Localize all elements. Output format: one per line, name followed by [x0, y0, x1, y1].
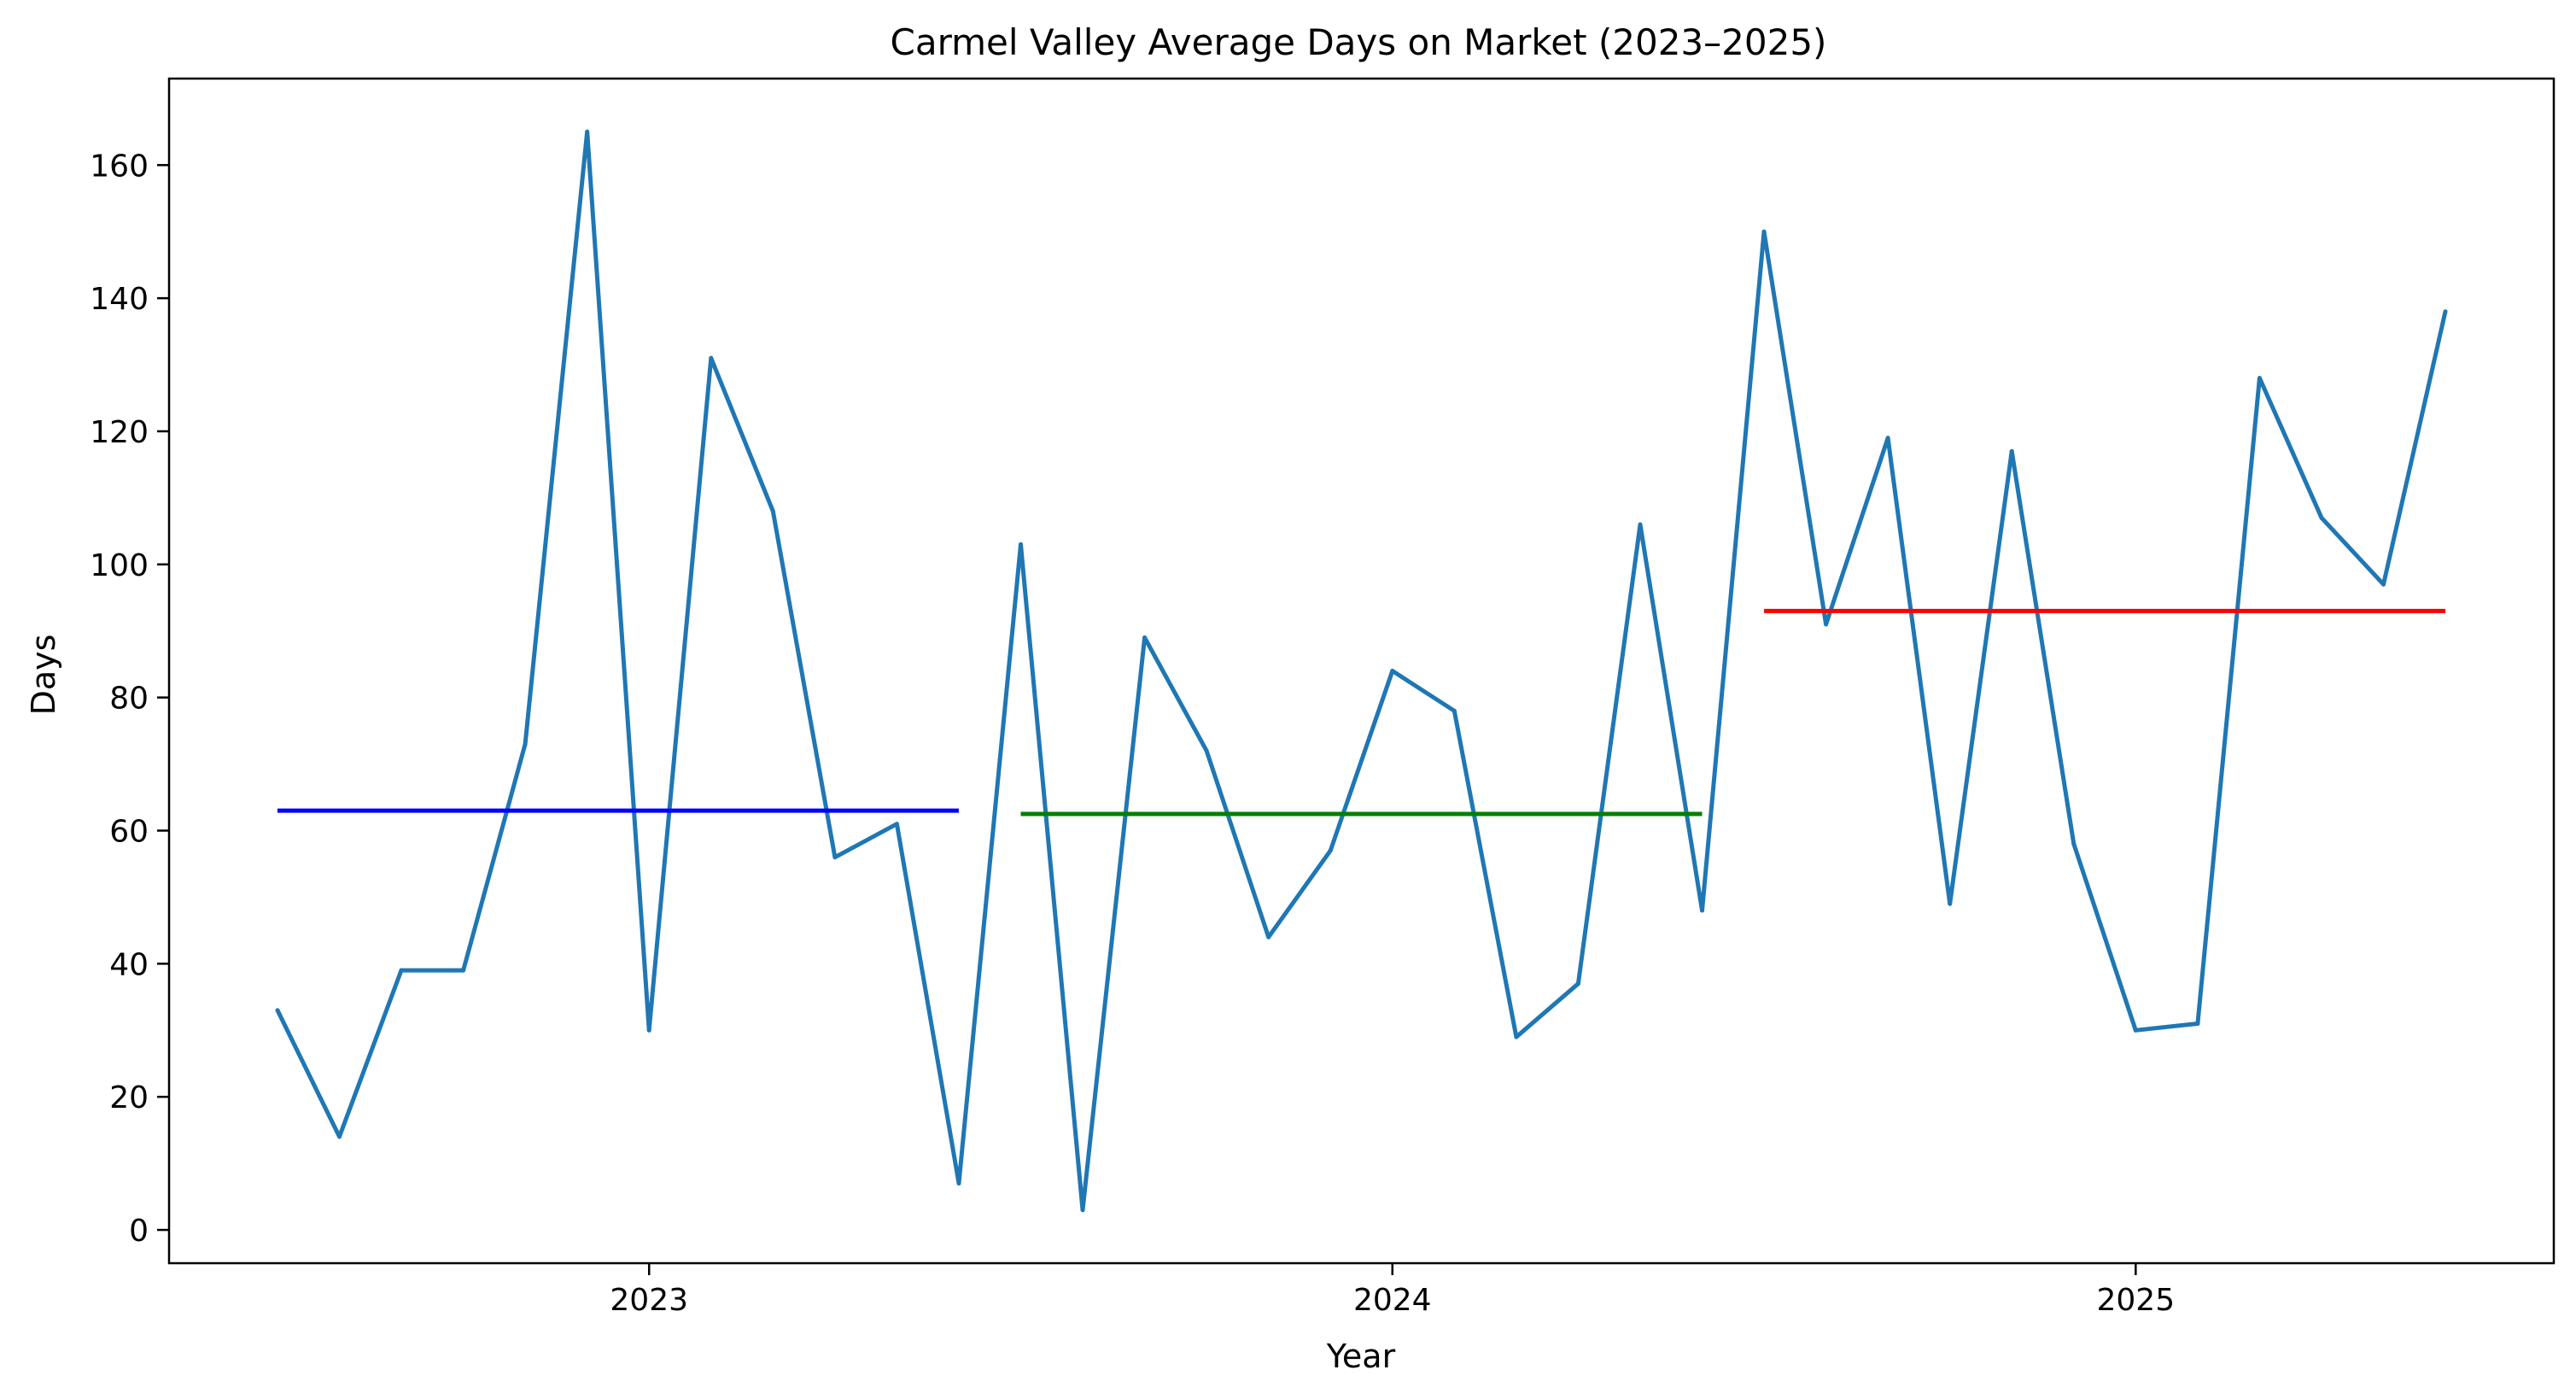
data-point [1019, 541, 1023, 547]
plot-frame [167, 77, 2556, 1265]
y-tick-label: 20 [109, 1080, 149, 1115]
data-point [709, 355, 714, 360]
data-point [1204, 748, 1209, 753]
x-tick-label: 2025 [2097, 1283, 2176, 1318]
x-axis: 2023 2024 2025 [610, 1263, 2175, 1318]
data-point [1575, 981, 1580, 986]
data-point [461, 968, 466, 973]
data-point [399, 968, 404, 973]
x-axis-label: Year [1326, 1338, 1396, 1375]
data-point [2319, 515, 2324, 520]
series-line-0 [275, 129, 2448, 1213]
data-point [1142, 635, 1148, 640]
data-point [1390, 669, 1395, 673]
y-tick-label: 100 [90, 548, 149, 583]
chart-title: Carmel Valley Average Days on Market (20… [891, 21, 1827, 63]
data-point [894, 822, 899, 827]
data-point [2133, 1027, 2138, 1033]
data-point [2071, 841, 2077, 846]
y-tick-label: 60 [109, 815, 149, 850]
data-point [1824, 622, 1829, 627]
y-tick-label: 40 [109, 947, 149, 982]
plot-area [275, 129, 2448, 1213]
data-point [770, 509, 775, 513]
data-point [1700, 908, 1704, 913]
data-point [2009, 448, 2014, 454]
y-tick-label: 120 [90, 415, 149, 450]
data-point [523, 741, 528, 746]
data-point [1885, 436, 1890, 441]
y-axis-label: Days [25, 635, 62, 716]
data-point [2195, 1021, 2200, 1026]
data-point [1266, 934, 1271, 939]
data-point [1328, 848, 1333, 853]
data-point [275, 1008, 280, 1013]
data-point [2257, 376, 2262, 381]
data-point [832, 855, 838, 860]
data-point [1638, 522, 1643, 527]
x-tick-label: 2024 [1353, 1283, 1432, 1318]
data-point [2381, 582, 2386, 587]
data-point [1080, 1208, 1085, 1213]
data-point [1452, 708, 1457, 713]
data-point [1948, 901, 1953, 906]
data-point [956, 1181, 961, 1185]
data-point [2443, 309, 2448, 314]
data-point [1514, 1034, 1519, 1039]
data-point [337, 1134, 342, 1139]
x-tick-label: 2023 [610, 1283, 688, 1318]
y-tick-label: 0 [129, 1214, 149, 1249]
y-tick-label: 80 [109, 682, 149, 717]
y-axis: 0 20 40 60 80 100 120 140 160 [90, 149, 169, 1249]
y-tick-label: 140 [90, 282, 149, 317]
y-tick-label: 160 [90, 149, 149, 184]
data-point [1761, 229, 1767, 234]
data-point [585, 129, 590, 134]
data-point [646, 1027, 651, 1033]
